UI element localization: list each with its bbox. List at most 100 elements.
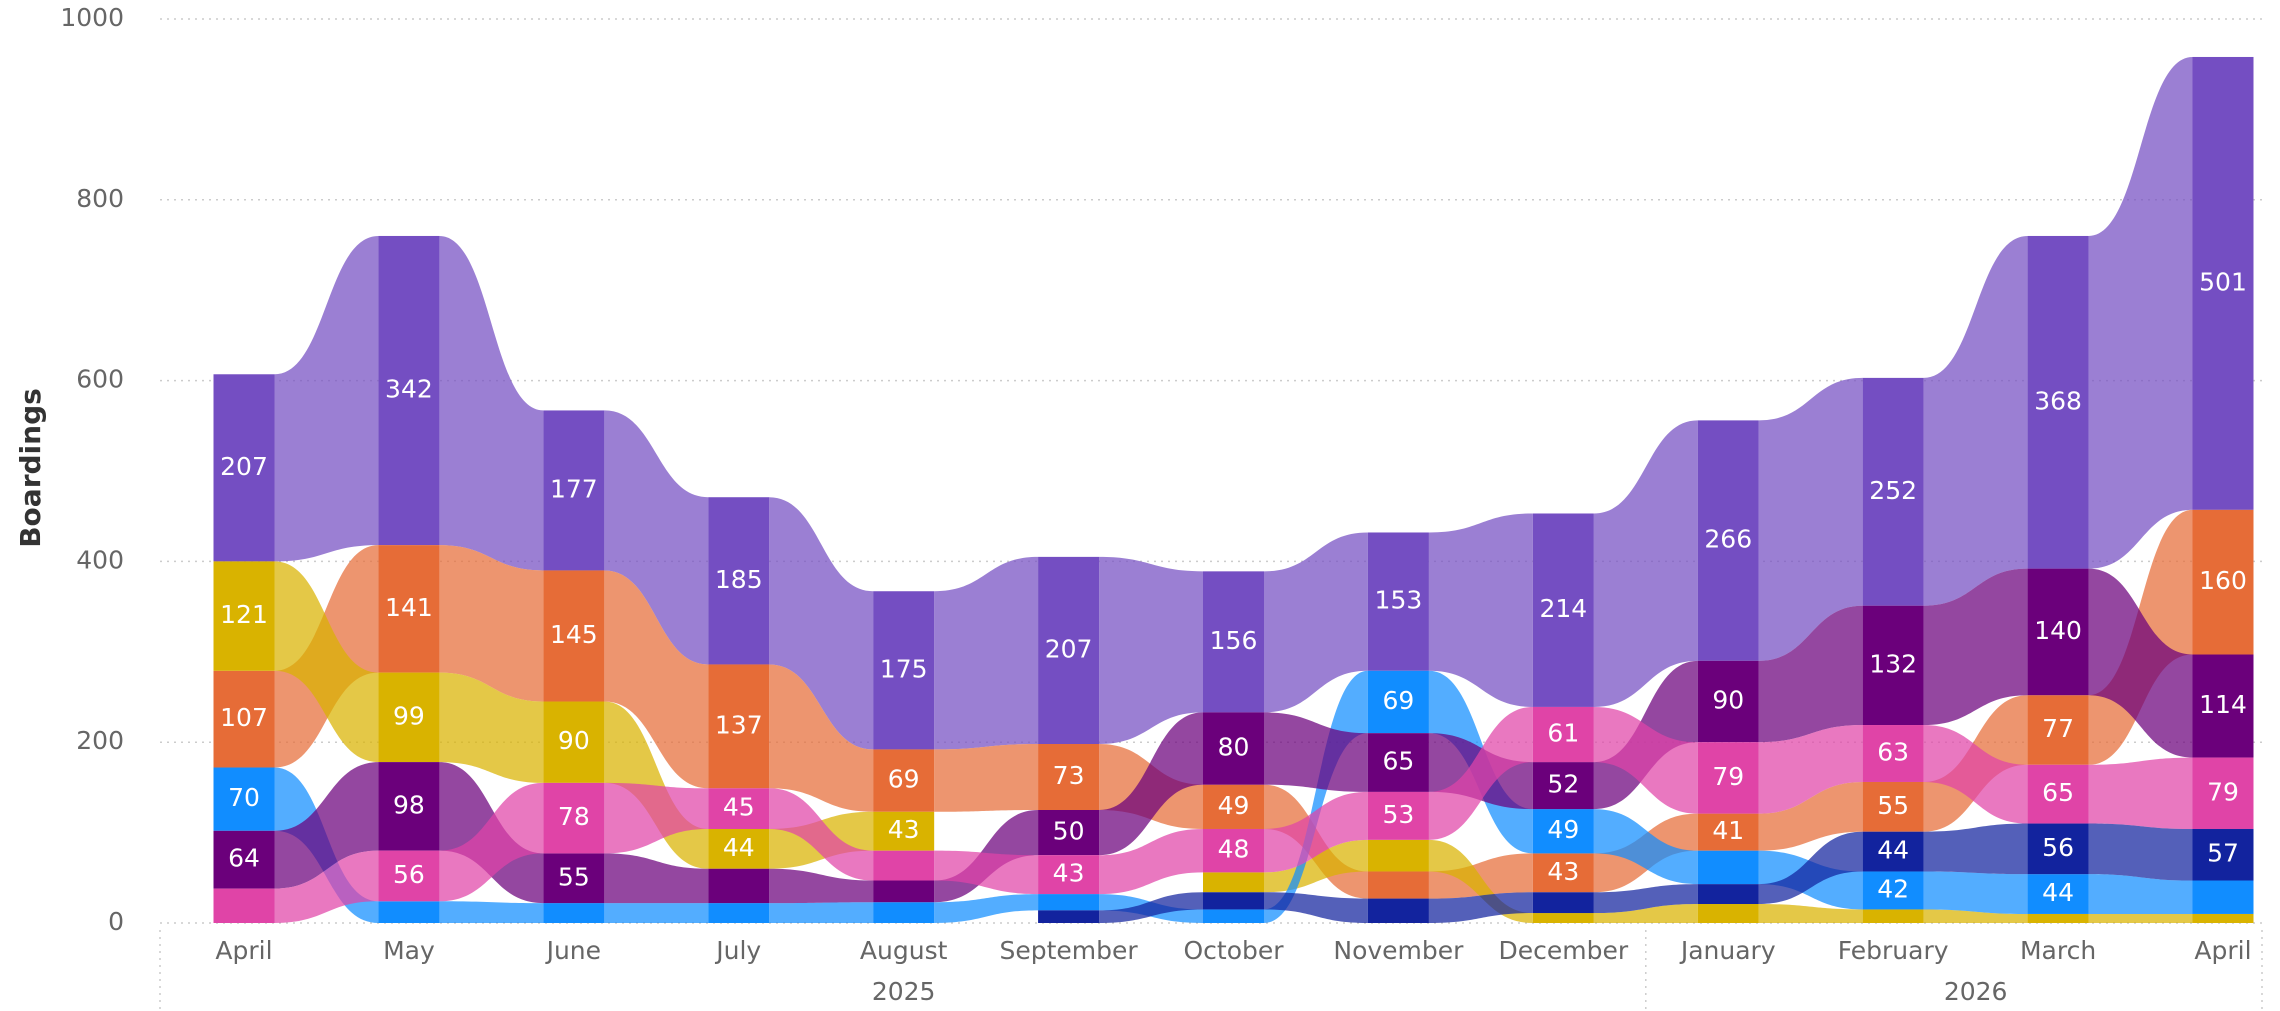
ribbon	[604, 782, 709, 854]
bar-segment	[543, 782, 605, 854]
bar-segment	[2027, 568, 2089, 696]
ribbon	[1099, 556, 1203, 745]
data-label: 55	[558, 862, 590, 891]
x-tick-label: April	[215, 936, 272, 965]
data-label: 65	[1383, 747, 1415, 776]
bar-segment	[708, 664, 770, 789]
bar-segment	[1697, 884, 1759, 905]
data-label: 77	[2042, 714, 2074, 743]
bar-segment	[543, 903, 605, 923]
data-label: 214	[1539, 594, 1587, 623]
bars	[213, 56, 2254, 923]
data-label: 69	[888, 765, 920, 794]
bar-segment	[1697, 660, 1759, 743]
y-tick-label: 1000	[60, 3, 124, 32]
ribbon	[769, 788, 874, 881]
ribbon	[769, 497, 874, 750]
bar-segment	[2027, 235, 2089, 569]
bar-segment	[2027, 874, 2089, 914]
bar-segment	[1697, 420, 1759, 661]
bar-segment	[873, 749, 935, 812]
ribbon	[2088, 913, 2193, 923]
data-label: 368	[2034, 386, 2082, 415]
bar-segment	[1697, 904, 1759, 923]
bar-segment	[213, 561, 275, 671]
ribbon	[1428, 853, 1533, 899]
data-label: 80	[1218, 733, 1250, 762]
bar-segment	[1203, 828, 1264, 873]
data-label: 140	[2034, 616, 2082, 645]
bar-segment	[873, 850, 935, 881]
x-tick-label: June	[545, 936, 601, 965]
data-label: 45	[723, 793, 755, 822]
data-label: 53	[1383, 800, 1415, 829]
y-tick-label: 200	[76, 726, 124, 755]
bar-segment	[543, 701, 605, 783]
ribbon	[1099, 828, 1203, 895]
ribbon	[1923, 725, 2028, 824]
bar-segment	[1367, 791, 1429, 840]
x-tick-label: October	[1183, 936, 1284, 965]
ribbon	[1264, 892, 1368, 923]
bar-segment	[2192, 913, 2254, 923]
ribbon	[1264, 712, 1368, 792]
bar-segment	[213, 888, 275, 923]
ribbon	[2088, 56, 2193, 569]
x-group-label: 2025	[872, 977, 936, 1006]
bar-segment	[1203, 712, 1264, 785]
bar-segment	[1367, 670, 1429, 734]
bar-segment	[1862, 605, 1924, 726]
data-label: 49	[1218, 791, 1250, 820]
ribbon	[604, 410, 709, 665]
bar-segment	[2027, 823, 2089, 875]
ribbon	[1923, 568, 2028, 726]
data-label: 98	[393, 790, 425, 819]
bar-segment	[1367, 839, 1429, 872]
bar-segment	[378, 762, 440, 851]
data-label: 61	[1547, 719, 1579, 748]
data-label: 41	[1712, 816, 1744, 845]
bar-segment	[1862, 909, 1924, 923]
data-label: 48	[1218, 835, 1250, 864]
ribbon	[1264, 532, 1368, 713]
ribbon	[1923, 235, 2028, 606]
bar-segment	[1038, 855, 1100, 895]
ribbon	[934, 556, 1039, 750]
bar-segment	[543, 570, 605, 702]
ribbon	[769, 664, 874, 812]
bar-segment	[1367, 532, 1429, 671]
ribbon	[1099, 712, 1203, 856]
ribbon	[2088, 757, 2193, 829]
ribbon	[1758, 725, 1863, 814]
data-label: 185	[715, 565, 763, 594]
data-label: 160	[2199, 566, 2247, 595]
bar-segment	[1038, 744, 1100, 810]
data-label: 175	[880, 654, 928, 683]
x-tick-label: January	[1679, 936, 1776, 965]
data-label: 99	[393, 701, 425, 730]
ribbon	[2088, 568, 2193, 758]
data-label: 44	[2042, 878, 2074, 907]
data-label: 49	[1547, 815, 1579, 844]
x-tick-label: November	[1333, 936, 1464, 965]
data-label: 107	[220, 703, 268, 732]
ribbon	[1923, 909, 2028, 923]
data-label: 43	[888, 815, 920, 844]
bar-segment	[708, 497, 770, 665]
bar-segment	[1862, 781, 1924, 832]
data-label: 50	[1053, 817, 1085, 846]
data-label: 121	[220, 600, 268, 629]
x-tick-label: February	[1838, 936, 1949, 965]
bar-segment	[2192, 509, 2254, 655]
bar-segment	[1862, 831, 1924, 872]
data-label: 90	[1712, 686, 1744, 715]
ribbon	[604, 903, 709, 923]
ribbon	[1923, 871, 2028, 914]
bar-segment	[213, 670, 275, 768]
bar-segment	[378, 235, 440, 546]
bar-segment	[1532, 892, 1594, 914]
ribbon	[274, 850, 379, 923]
ribbon	[604, 570, 709, 789]
bar-segment	[378, 850, 440, 902]
